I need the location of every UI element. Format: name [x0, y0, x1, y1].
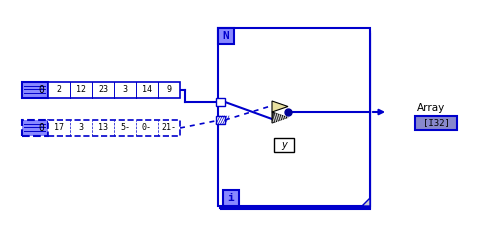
Text: 12: 12 — [76, 85, 86, 94]
Polygon shape — [272, 112, 288, 123]
Bar — [221, 34, 370, 209]
Text: 2: 2 — [56, 85, 62, 94]
Bar — [218, 28, 370, 206]
Text: 5-: 5- — [120, 123, 130, 133]
Bar — [218, 28, 234, 44]
Text: 0: 0 — [38, 123, 44, 133]
Bar — [48, 82, 180, 98]
Text: N: N — [223, 31, 229, 41]
Bar — [220, 32, 370, 208]
Text: 13: 13 — [98, 123, 108, 133]
Bar — [223, 190, 239, 206]
Text: 14: 14 — [142, 85, 152, 94]
Text: Array: Array — [417, 103, 445, 113]
Text: 3: 3 — [122, 85, 128, 94]
Text: 3: 3 — [79, 123, 83, 133]
Bar — [216, 116, 225, 124]
Bar — [415, 116, 457, 130]
Bar — [216, 98, 225, 106]
Text: y: y — [281, 140, 287, 150]
Text: 9: 9 — [166, 85, 172, 94]
Text: 21-: 21- — [161, 123, 176, 133]
Text: i: i — [228, 193, 234, 203]
Bar — [22, 82, 48, 98]
Text: 0-: 0- — [142, 123, 152, 133]
Text: 0: 0 — [38, 85, 44, 95]
Polygon shape — [272, 101, 288, 112]
Bar — [22, 120, 48, 136]
Text: 23: 23 — [98, 85, 108, 94]
Text: 17: 17 — [54, 123, 64, 133]
Bar — [48, 120, 180, 136]
Text: [I32]: [I32] — [423, 119, 449, 128]
Bar — [274, 138, 294, 152]
Polygon shape — [362, 198, 370, 206]
